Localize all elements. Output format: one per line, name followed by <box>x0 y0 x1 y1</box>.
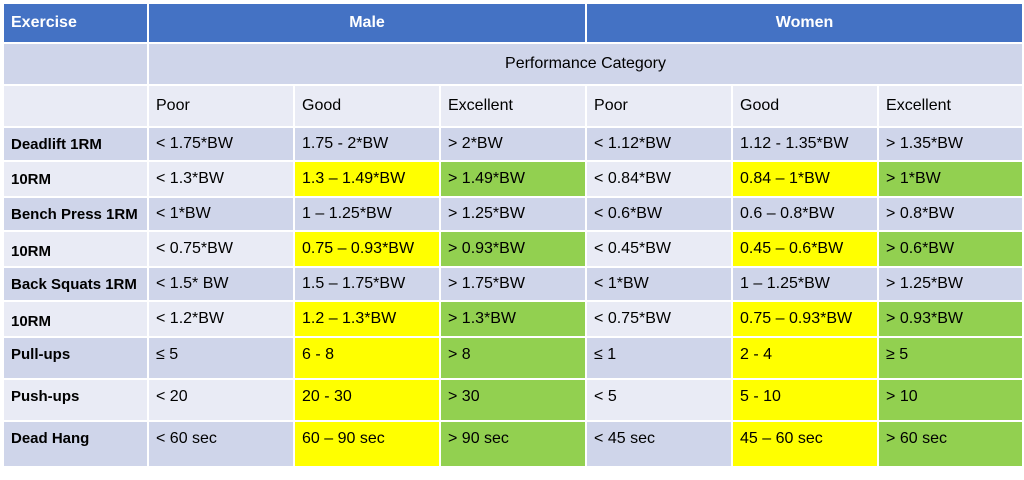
level-header-male-excellent: Excellent <box>438 84 588 128</box>
header-women: Women <box>585 2 1024 44</box>
blank-cell <box>2 84 149 128</box>
level-header-women-excellent: Excellent <box>877 84 1024 128</box>
table-cell: < 0.75*BW <box>147 230 295 268</box>
table-cell: < 20 <box>147 378 295 422</box>
table-cell: 1.5 – 1.75*BW <box>293 266 441 302</box>
header-exercise: Exercise <box>2 2 149 44</box>
table-cell: 20 - 30 <box>293 378 441 422</box>
table-cell: > 90 sec <box>438 420 588 468</box>
performance-category-header: Performance Category <box>146 42 1024 86</box>
table-cell: < 0.45*BW <box>585 230 734 268</box>
table-cell: < 1.3*BW <box>147 160 295 198</box>
table-cell: 2 - 4 <box>731 336 880 380</box>
blank-cell <box>2 42 149 86</box>
table-cell: 6 - 8 <box>293 336 441 380</box>
table-cell: 1 – 1.25*BW <box>731 266 880 302</box>
table-row: Deadlift 1RM < 1.75*BW 1.75 - 2*BW > 2*B… <box>2 126 1024 162</box>
table-cell: 1.12 - 1.35*BW <box>731 126 880 162</box>
table-cell: > 1.75*BW <box>438 266 588 302</box>
table-cell: > 1.49*BW <box>438 160 588 198</box>
level-header-women-poor: Poor <box>585 84 734 128</box>
table-cell: 1.75 - 2*BW <box>293 126 441 162</box>
exercise-label: Deadlift 1RM <box>2 126 149 162</box>
table-cell: 1.3 – 1.49*BW <box>293 160 441 198</box>
table-cell: > 1.3*BW <box>438 300 588 338</box>
table-row: 10RM < 0.75*BW 0.75 – 0.93*BW > 0.93*BW … <box>2 230 1024 268</box>
table-cell: < 1.12*BW <box>585 126 734 162</box>
table-cell: 0.6 – 0.8*BW <box>731 196 880 232</box>
table-cell: 0.75 – 0.93*BW <box>731 300 880 338</box>
table-cell: ≤ 5 <box>147 336 295 380</box>
exercise-label: Pull-ups <box>2 336 149 380</box>
header-male: Male <box>146 2 588 44</box>
table-cell: > 1.25*BW <box>877 266 1024 302</box>
table-cell: 0.45 – 0.6*BW <box>731 230 880 268</box>
table-row: 10RM < 1.2*BW 1.2 – 1.3*BW > 1.3*BW < 0.… <box>2 300 1024 338</box>
table-cell: > 1*BW <box>877 160 1024 198</box>
table-cell: > 8 <box>438 336 588 380</box>
table-cell: 45 – 60 sec <box>731 420 880 468</box>
table-cell: > 0.93*BW <box>877 300 1024 338</box>
table-cell: > 60 sec <box>877 420 1024 468</box>
table-cell: > 0.93*BW <box>438 230 588 268</box>
table-cell: < 1.5* BW <box>147 266 295 302</box>
table-cell: < 1.75*BW <box>147 126 295 162</box>
table-cell: > 0.6*BW <box>877 230 1024 268</box>
exercise-label: Back Squats 1RM <box>2 266 149 302</box>
level-header-male-good: Good <box>293 84 441 128</box>
table-cell: < 5 <box>585 378 734 422</box>
level-header-male-poor: Poor <box>147 84 295 128</box>
table-cell: > 1.25*BW <box>438 196 588 232</box>
table-cell: > 1.35*BW <box>877 126 1024 162</box>
table-cell: ≥ 5 <box>877 336 1024 380</box>
table-cell: 1 – 1.25*BW <box>293 196 441 232</box>
table-cell: > 2*BW <box>438 126 588 162</box>
exercise-label: Bench Press 1RM <box>2 196 149 232</box>
table-cell: 5 - 10 <box>731 378 880 422</box>
table-cell: < 0.75*BW <box>585 300 734 338</box>
exercise-label: Dead Hang <box>2 420 149 468</box>
table-cell: > 0.8*BW <box>877 196 1024 232</box>
table-cell: < 1*BW <box>585 266 734 302</box>
table-cell: < 45 sec <box>585 420 734 468</box>
exercise-label: 10RM <box>2 230 149 268</box>
table-row: Bench Press 1RM < 1*BW 1 – 1.25*BW > 1.2… <box>2 196 1024 232</box>
table-row: Dead Hang < 60 sec 60 – 90 sec > 90 sec … <box>2 420 1024 468</box>
table-cell: 1.2 – 1.3*BW <box>293 300 441 338</box>
performance-standards-table: Exercise Male Women Performance Category… <box>2 2 1024 468</box>
table-cell: > 10 <box>877 378 1024 422</box>
table-cell: < 60 sec <box>147 420 295 468</box>
table-cell: > 30 <box>438 378 588 422</box>
table-cell: < 1*BW <box>147 196 295 232</box>
exercise-label: 10RM <box>2 160 149 198</box>
table-cell: 60 – 90 sec <box>293 420 441 468</box>
exercise-label: Push-ups <box>2 378 149 422</box>
table-row: Push-ups < 20 20 - 30 > 30 < 5 5 - 10 > … <box>2 378 1024 422</box>
table-cell: < 1.2*BW <box>147 300 295 338</box>
table-cell: 0.75 – 0.93*BW <box>293 230 441 268</box>
level-header-women-good: Good <box>731 84 880 128</box>
table-cell: < 0.84*BW <box>585 160 734 198</box>
table-row: Pull-ups ≤ 5 6 - 8 > 8 ≤ 1 2 - 4 ≥ 5 <box>2 336 1024 380</box>
table-row: Back Squats 1RM < 1.5* BW 1.5 – 1.75*BW … <box>2 266 1024 302</box>
table-row: 10RM < 1.3*BW 1.3 – 1.49*BW > 1.49*BW < … <box>2 160 1024 198</box>
table-cell: ≤ 1 <box>585 336 734 380</box>
table-cell: < 0.6*BW <box>585 196 734 232</box>
exercise-label: 10RM <box>2 300 149 338</box>
table-cell: 0.84 – 1*BW <box>731 160 880 198</box>
